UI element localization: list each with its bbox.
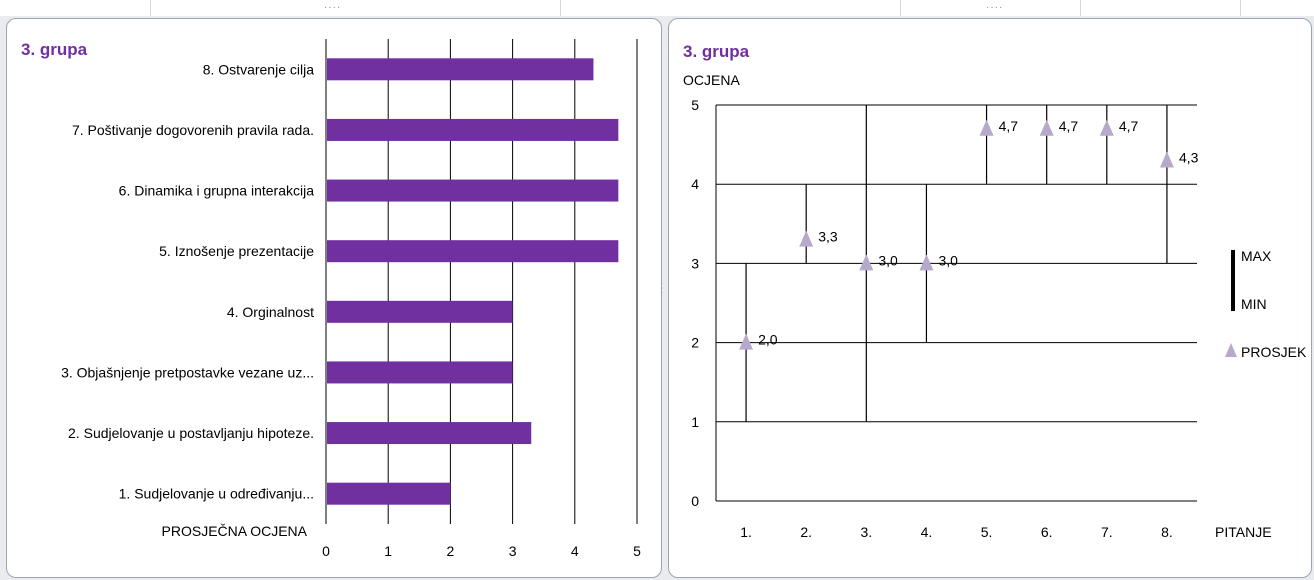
- chart-title: 3. grupa: [683, 42, 750, 61]
- category-label: 4. Orginalnost: [227, 304, 314, 320]
- bar: [327, 58, 594, 81]
- x-tick-label: 4: [571, 543, 579, 559]
- x-tick-label: 7.: [1101, 524, 1113, 540]
- x-tick-label: 2: [447, 543, 455, 559]
- x-tick-label: 4.: [921, 524, 933, 540]
- mean-marker: [1159, 151, 1174, 168]
- category-label: 1. Sudjelovanje u određivanju...: [119, 486, 314, 502]
- x-axis-title: PROSJEČNA OCJENA: [162, 523, 308, 539]
- bar: [327, 179, 619, 202]
- mean-marker: [1039, 119, 1054, 136]
- y-tick-label: 3: [691, 255, 699, 271]
- x-tick-label: 2.: [800, 524, 812, 540]
- bar-chart: 3. grupa 0 1 2 3 4 5 8. Ostvarenje cilja 7. Pošt…: [21, 39, 641, 559]
- legend-mean-label: PROSJEK: [1241, 344, 1307, 360]
- resize-handle-top[interactable]: ····: [324, 2, 342, 13]
- bar: [327, 482, 451, 505]
- x-tick-label: 1: [384, 543, 392, 559]
- legend-min-label: MIN: [1241, 296, 1267, 312]
- category-label: 7. Poštivanje dogovorenih pravila rada.: [72, 122, 314, 138]
- sheet-gridline: [1240, 0, 1241, 16]
- bar: [327, 422, 532, 445]
- x-tick-label: 3: [509, 543, 517, 559]
- data-label: 3,0: [938, 252, 958, 268]
- x-tick-label: 0: [322, 543, 330, 559]
- mean-marker: [799, 230, 814, 247]
- resize-handle-side[interactable]: ···: [656, 282, 667, 295]
- category-label: 6. Dinamika i grupna interakcija: [119, 183, 315, 199]
- resize-handle-top[interactable]: ····: [986, 2, 1004, 13]
- sheet-gridline: [560, 0, 561, 16]
- y-tick-label: 2: [691, 335, 699, 351]
- x-tick-label: 8.: [1161, 524, 1173, 540]
- legend-max-label: MAX: [1241, 248, 1272, 264]
- sheet-gridline: [900, 0, 901, 16]
- category-label: 5. Iznošenje prezentacije: [159, 243, 314, 259]
- y-tick-label: 4: [691, 176, 699, 192]
- range-chart: 3. grupa OCJENA 0 1 2 3 4 5 2,0 1. 3,3 2. 3,0 3. 3,0 4.…: [683, 42, 1307, 540]
- x-tick-label: 1.: [740, 524, 752, 540]
- data-label: 3,3: [818, 229, 838, 245]
- data-label: 4,7: [999, 118, 1019, 134]
- y-tick-label: 5: [691, 97, 699, 113]
- x-tick-label: 6.: [1041, 524, 1053, 540]
- category-label: 3. Objašnjenje pretpostavke vezane uz...: [61, 364, 314, 380]
- bar-chart-panel[interactable]: 3. grupa 0 1 2 3 4 5 8. Ostvarenje cilja 7. Pošt…: [6, 18, 662, 578]
- data-label: 4,7: [1119, 118, 1139, 134]
- x-tick-label: 3.: [860, 524, 872, 540]
- category-label: 8. Ostvarenje cilja: [203, 61, 314, 77]
- mean-marker: [979, 119, 994, 136]
- bar: [327, 300, 513, 323]
- y-axis-title: OCJENA: [683, 72, 740, 88]
- range-chart-panel[interactable]: 3. grupa OCJENA 0 1 2 3 4 5 2,0 1. 3,3 2. 3,0 3. 3,0 4.…: [668, 18, 1312, 578]
- sheet-gridline: [150, 0, 151, 16]
- mean-marker: [739, 333, 754, 350]
- mean-marker: [859, 254, 874, 271]
- data-label: 3,0: [878, 252, 898, 268]
- bar: [327, 118, 619, 141]
- mean-marker: [919, 254, 934, 271]
- legend-mean-marker: [1225, 343, 1237, 357]
- y-tick-label: 0: [691, 493, 699, 509]
- sheet-gridline: [1080, 0, 1081, 16]
- data-label: 4,7: [1059, 118, 1079, 134]
- data-label: 4,3: [1179, 149, 1199, 165]
- data-label: 2,0: [758, 332, 778, 348]
- category-label: 2. Sudjelovanje u postavljanju hipoteze.: [68, 425, 314, 441]
- mean-marker: [1099, 119, 1114, 136]
- x-axis-title: PITANJE: [1215, 524, 1272, 540]
- bar: [327, 240, 619, 263]
- x-tick-label: 5: [633, 543, 641, 559]
- bar: [327, 361, 513, 384]
- chart-title: 3. grupa: [21, 40, 88, 59]
- y-tick-label: 1: [691, 414, 699, 430]
- x-tick-label: 5.: [981, 524, 993, 540]
- spreadsheet-background: ···· ····: [0, 0, 1314, 16]
